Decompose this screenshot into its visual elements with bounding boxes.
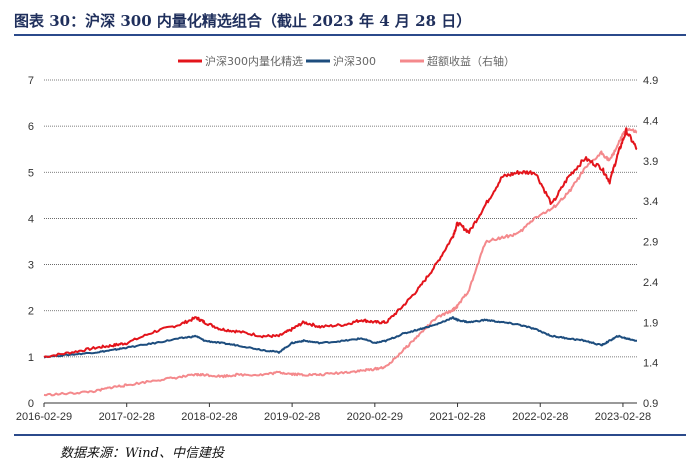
x-tick-label: 2023-02-28 xyxy=(595,411,651,423)
left-tick-label: 4 xyxy=(28,213,34,225)
right-tick-label: 1.9 xyxy=(643,317,658,329)
series-line-2 xyxy=(43,126,638,397)
x-tick-label: 2021-02-28 xyxy=(429,411,485,423)
x-tick-label: 2019-02-28 xyxy=(264,411,320,423)
left-tick-label: 7 xyxy=(28,75,34,87)
legend-label: 沪深300内量化精选 xyxy=(205,54,303,68)
x-tick-label: 2016-02-29 xyxy=(16,411,72,423)
series-lines xyxy=(43,126,638,397)
gridlines xyxy=(44,79,637,404)
right-tick-label: 3.4 xyxy=(643,196,658,208)
left-tick-label: 6 xyxy=(28,121,34,133)
right-tick-label: 1.4 xyxy=(643,358,658,370)
source-divider xyxy=(14,434,686,436)
right-axis-ticks: 0.9 1.4 1.9 2.4 2.9 3.4 3.9 4.4 4.9 xyxy=(643,75,658,410)
series-line-1 xyxy=(43,316,638,359)
x-tick-label: 2018-02-28 xyxy=(181,411,237,423)
legend-label: 沪深300 xyxy=(333,54,376,68)
left-tick-label: 3 xyxy=(28,260,34,272)
right-tick-label: 4.9 xyxy=(643,75,658,87)
right-tick-label: 2.4 xyxy=(643,277,658,289)
right-tick-label: 4.4 xyxy=(643,115,658,127)
right-tick-label: 2.9 xyxy=(643,237,658,249)
right-tick-label: 3.9 xyxy=(643,156,658,168)
x-tick-label: 2022-02-28 xyxy=(512,411,568,423)
right-tick-label: 0.9 xyxy=(643,398,658,410)
source-note: 数据来源：Wind、中信建投 xyxy=(60,446,224,461)
series-line-0 xyxy=(43,127,638,359)
title-bar: 图表 30：沪深 300 内量化精选组合（截止 2023 年 4 月 28 日） xyxy=(14,8,686,36)
left-tick-label: 0 xyxy=(28,398,34,410)
chart-title: 图表 30：沪深 300 内量化精选组合（截止 2023 年 4 月 28 日） xyxy=(14,12,472,30)
x-tick-label: 2017-02-28 xyxy=(99,411,155,423)
left-axis-ticks: 0 1 2 3 4 5 6 7 xyxy=(28,75,34,410)
legend-label: 超额收益（右轴） xyxy=(427,54,515,68)
x-tick-label: 2020-02-29 xyxy=(347,411,403,423)
x-axis-ticks: 2016-02-29 2017-02-28 2018-02-28 2019-02-28… xyxy=(16,403,651,423)
left-tick-label: 5 xyxy=(28,167,34,179)
legend: 沪深300内量化精选 沪深300 超额收益（右轴） xyxy=(178,54,515,68)
left-tick-label: 2 xyxy=(28,306,34,318)
left-tick-label: 1 xyxy=(28,352,34,364)
